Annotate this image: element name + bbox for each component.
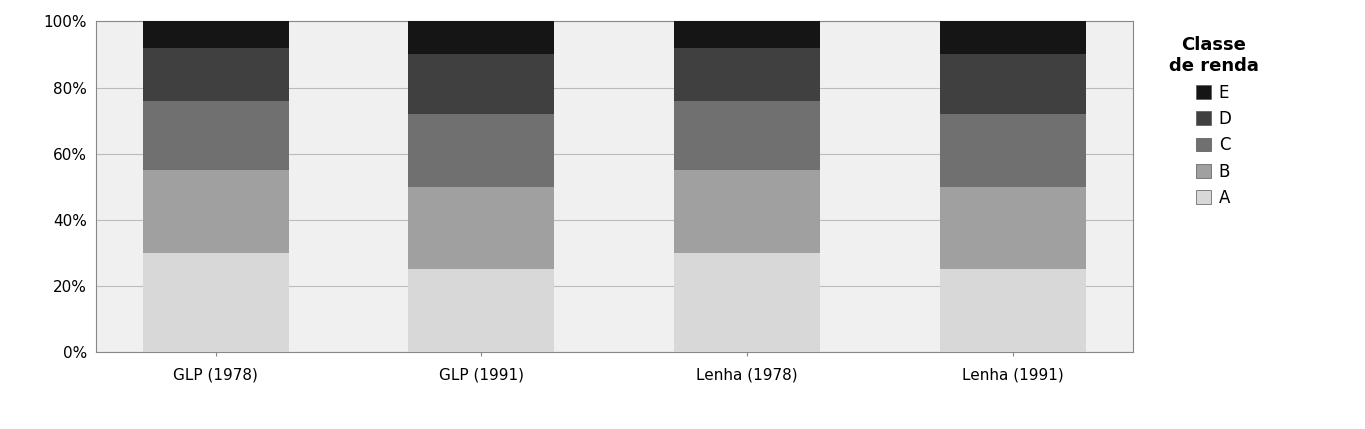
Bar xyxy=(408,114,554,187)
Bar xyxy=(939,114,1085,187)
Bar xyxy=(143,170,289,253)
Bar xyxy=(408,269,554,352)
Bar xyxy=(674,170,820,253)
Bar xyxy=(143,253,289,352)
Bar xyxy=(143,101,289,170)
Bar xyxy=(939,21,1085,54)
Bar xyxy=(674,48,820,101)
Legend: E, D, C, B, A: E, D, C, B, A xyxy=(1162,30,1265,214)
Bar xyxy=(143,48,289,101)
Bar xyxy=(408,54,554,114)
Bar xyxy=(143,21,289,48)
Bar xyxy=(674,253,820,352)
Bar xyxy=(939,269,1085,352)
Bar xyxy=(674,21,820,48)
Bar xyxy=(674,101,820,170)
Bar xyxy=(939,54,1085,114)
Bar xyxy=(939,187,1085,269)
Bar xyxy=(408,187,554,269)
Bar xyxy=(408,21,554,54)
